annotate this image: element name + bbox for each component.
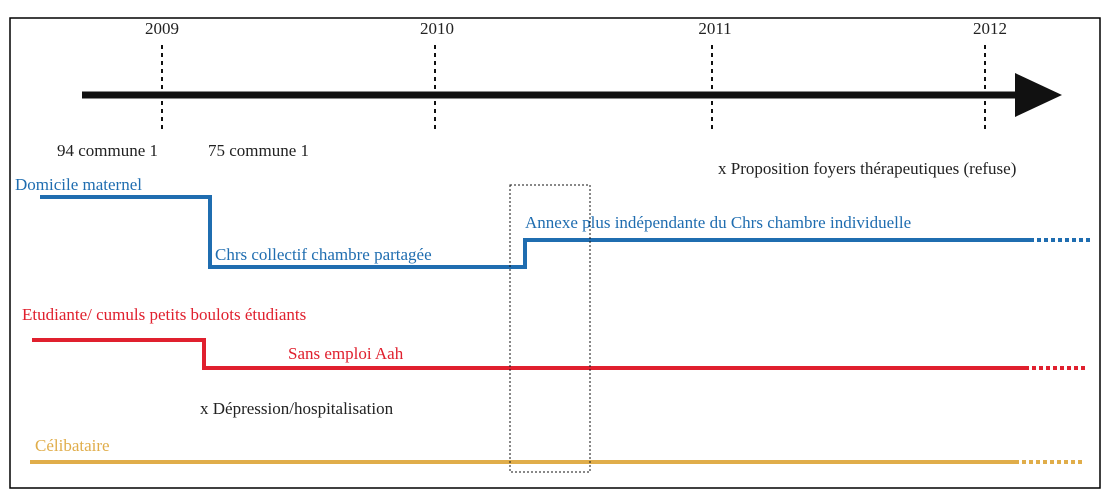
highlight-box xyxy=(509,184,591,473)
housing-label: Chrs collectif chambre partagée xyxy=(215,245,432,264)
place-label: 94 commune 1 xyxy=(57,141,158,160)
activity-label: Etudiante/ cumuls petits boulots étudian… xyxy=(22,305,306,324)
activity-label: Sans emploi Aah xyxy=(288,344,404,363)
frame xyxy=(9,17,1101,489)
relationship-label: Célibataire xyxy=(35,436,110,455)
year-label: 2012 xyxy=(973,19,1007,38)
year-label: 2010 xyxy=(420,19,454,38)
housing-label: Domicile maternel xyxy=(15,175,142,194)
activity-line xyxy=(32,338,1025,370)
arrow-head xyxy=(1015,73,1062,117)
year-label: 2009 xyxy=(145,19,179,38)
place-label: 75 commune 1 xyxy=(208,141,309,160)
event-label: x Proposition foyers thérapeutiques (ref… xyxy=(718,159,1016,178)
year-label: 2011 xyxy=(698,19,731,38)
housing-label: Annexe plus indépendante du Chrs chambre… xyxy=(525,213,911,232)
event-label: x Dépression/hospitalisation xyxy=(200,399,394,418)
year-markers xyxy=(161,45,986,130)
housing-line xyxy=(40,195,1030,269)
